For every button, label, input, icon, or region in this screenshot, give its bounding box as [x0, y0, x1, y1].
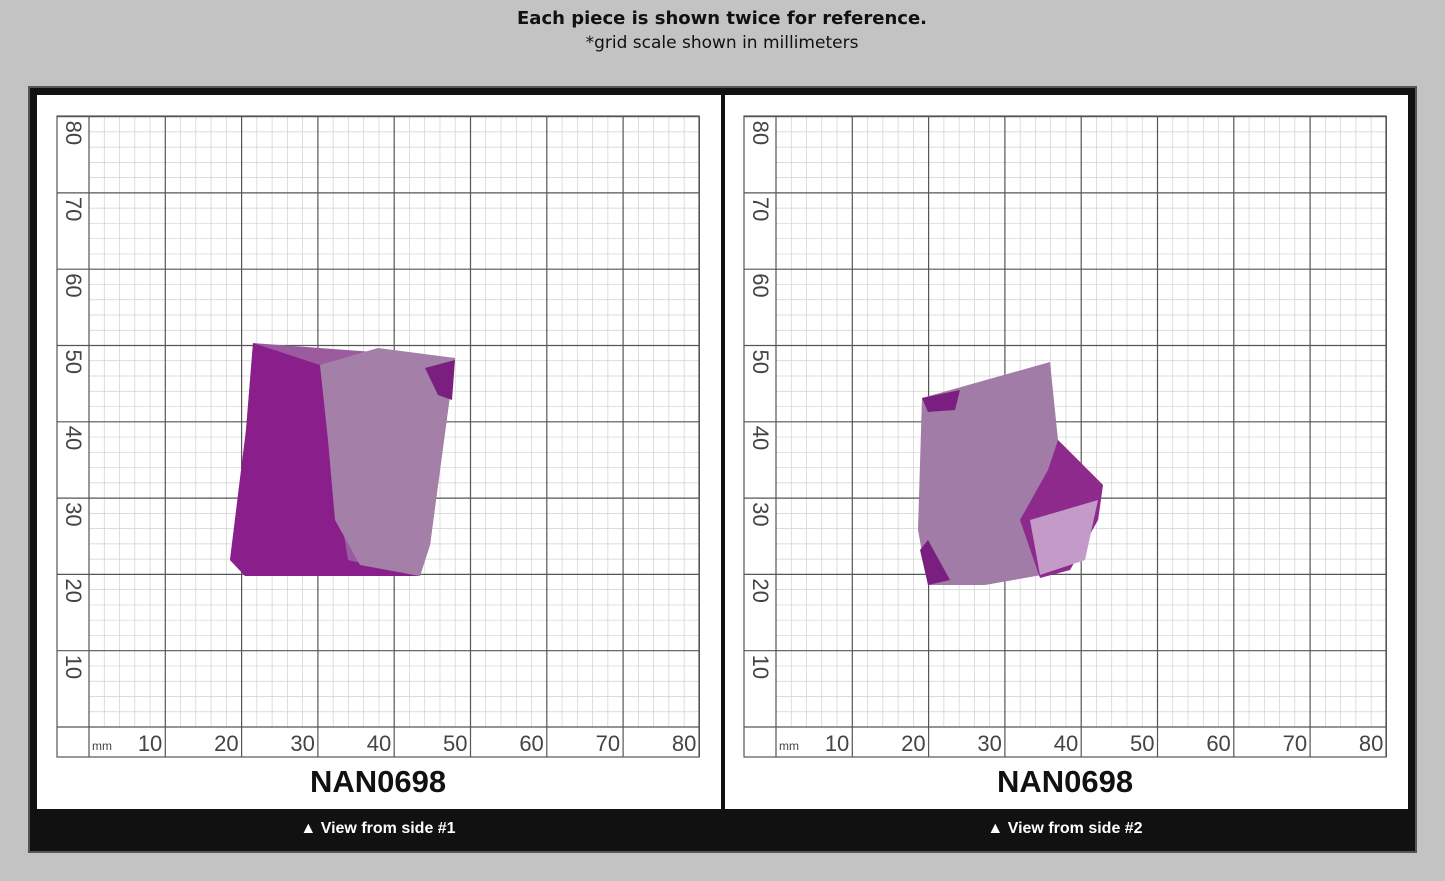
- x-scale-label: 40: [367, 731, 391, 756]
- stone-chip: [922, 390, 960, 412]
- x-scale-label: 10: [138, 731, 162, 756]
- x-scale-label: 20: [214, 731, 238, 756]
- grid-unit: mm: [92, 739, 112, 753]
- x-scale-label: 50: [443, 731, 467, 756]
- y-scale-label: 80: [748, 121, 773, 145]
- y-scale-label: 50: [61, 350, 86, 374]
- x-scale-label: 30: [290, 731, 314, 756]
- y-scale-label: 30: [748, 502, 773, 526]
- x-scale-label: 70: [1283, 731, 1307, 756]
- item-code: NAN0698: [997, 764, 1133, 799]
- stone-side-2: [918, 362, 1103, 585]
- x-scale-label: 60: [519, 731, 543, 756]
- stone-chip: [425, 360, 455, 400]
- x-scale-label: 80: [672, 731, 696, 756]
- y-scale-label: 60: [748, 273, 773, 297]
- view-caption: ▲ View from side #1: [300, 820, 455, 837]
- y-scale-label: 70: [748, 197, 773, 221]
- y-scale-label: 70: [61, 197, 86, 221]
- x-scale-label: 20: [901, 731, 925, 756]
- y-scale-label: 40: [748, 426, 773, 450]
- view-caption: ▲ View from side #2: [987, 820, 1142, 837]
- x-scale-label: 40: [1054, 731, 1078, 756]
- x-scale-label: 70: [596, 731, 620, 756]
- y-scale-label: 10: [61, 655, 86, 679]
- stone-face: [320, 348, 455, 576]
- grid-border: [56, 115, 700, 758]
- y-scale-label: 60: [61, 273, 86, 297]
- x-scale-label: 30: [977, 731, 1001, 756]
- x-scale-label: 10: [825, 731, 849, 756]
- y-scale-label: 10: [748, 655, 773, 679]
- y-scale-label: 20: [748, 578, 773, 602]
- y-scale-label: 20: [61, 578, 86, 602]
- x-scale-label: 50: [1130, 731, 1154, 756]
- y-scale-label: 30: [61, 502, 86, 526]
- item-code: NAN0698: [310, 764, 446, 799]
- x-scale-label: 60: [1206, 731, 1230, 756]
- stone-chip: [920, 540, 950, 585]
- header-subtitle: *grid scale shown in millimeters: [586, 33, 859, 53]
- stone-side-1: [230, 343, 455, 576]
- x-scale-label: 80: [1359, 731, 1383, 756]
- grid-unit: mm: [779, 739, 799, 753]
- y-scale-label: 40: [61, 426, 86, 450]
- header-title: Each piece is shown twice for reference.: [517, 8, 927, 29]
- grid-border: [743, 115, 1387, 758]
- panel-texts: NAN0698 ▲ View from side #1 NAN0698 ▲ View …: [300, 764, 1142, 837]
- y-scale-label: 80: [61, 121, 86, 145]
- stone-facet: [230, 343, 418, 576]
- stone-facet-light: [1030, 500, 1098, 575]
- y-scale-label: 50: [748, 350, 773, 374]
